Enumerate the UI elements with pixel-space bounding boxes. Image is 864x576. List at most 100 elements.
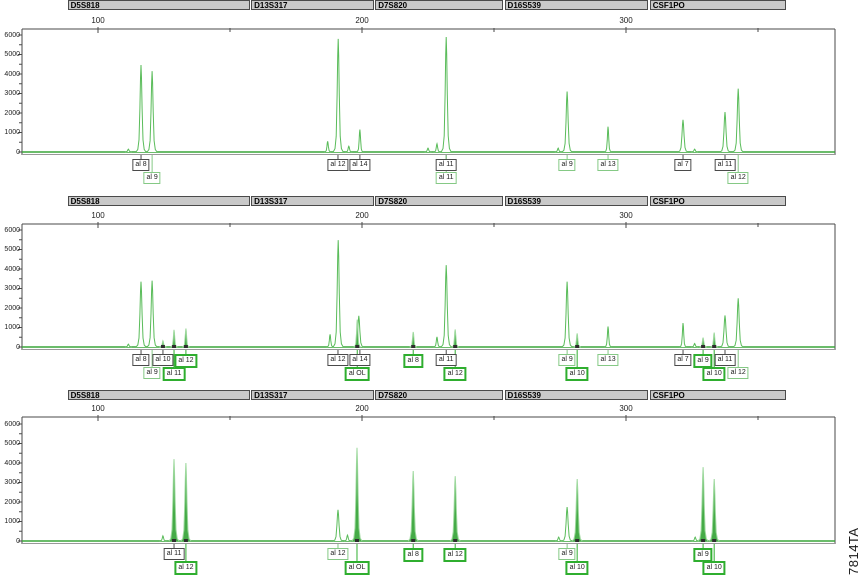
allele-label[interactable]: al 11 <box>435 159 457 171</box>
trace-peak <box>691 536 699 542</box>
y-axis-tick-label: 0 <box>16 343 20 351</box>
allele-label[interactable]: al 9 <box>558 159 576 171</box>
marker-name: D16S539 <box>507 391 541 400</box>
trace-peak <box>604 326 612 348</box>
trace-peak <box>561 281 573 348</box>
peak-base-mark <box>712 345 717 348</box>
allele-label[interactable]: al 9 <box>143 172 161 184</box>
y-axis-tick-label: 4000 <box>4 70 20 78</box>
trace-peak <box>732 88 744 153</box>
allele-label[interactable]: al 14 <box>349 354 371 366</box>
labeled-peak <box>451 329 459 348</box>
allele-label[interactable]: al 10 <box>702 367 726 381</box>
allele-label[interactable]: al 8 <box>403 548 423 562</box>
trace-peak <box>433 142 441 153</box>
y-axis-tick-label: 1000 <box>4 129 20 136</box>
allele-label[interactable]: al 7 <box>674 159 692 171</box>
labeled-peak <box>409 331 417 348</box>
labeled-peak <box>170 329 178 348</box>
y-axis-tick-label: 2000 <box>4 498 20 506</box>
peak-base-mark <box>183 539 188 542</box>
marker-header-CSF1PO: CSF1PO <box>649 196 786 206</box>
allele-label[interactable]: al OL <box>344 561 370 575</box>
peak-base-mark <box>411 539 416 542</box>
marker-name: D16S539 <box>507 1 541 10</box>
allele-label[interactable]: al 12 <box>174 354 198 368</box>
trace-peak <box>124 148 132 153</box>
trace-peak <box>677 119 689 153</box>
allele-label[interactable]: al 7 <box>674 354 692 366</box>
y-axis-tick-label: 0 <box>16 148 20 156</box>
allele-label[interactable]: al 8 <box>132 159 150 171</box>
trace-peak <box>691 342 699 348</box>
allele-label[interactable]: al 9 <box>693 354 713 368</box>
y-axis-tick-label: 6000 <box>4 31 20 39</box>
peak-base-mark <box>701 345 706 348</box>
trace-peak <box>135 281 147 348</box>
peak-base-mark <box>575 345 580 348</box>
marker-header-D5S818: D5S818 <box>67 0 250 10</box>
marker-header-D7S820: D7S820 <box>375 0 504 10</box>
allele-label[interactable]: al 8 <box>403 354 423 368</box>
x-axis-tick-label: 200 <box>355 404 369 413</box>
allele-label[interactable]: al 12 <box>327 159 349 171</box>
marker-name: D7S820 <box>378 197 408 206</box>
allele-label[interactable]: al 14 <box>349 159 371 171</box>
allele-label[interactable]: al 12 <box>443 548 467 562</box>
trace-peak <box>679 322 687 348</box>
marker-name: D16S539 <box>507 197 541 206</box>
allele-label[interactable]: al 10 <box>565 367 589 381</box>
trace-peak <box>424 147 432 153</box>
trace-peak <box>604 126 612 153</box>
peak-base-mark <box>172 345 177 348</box>
allele-label[interactable]: al 8 <box>132 354 150 366</box>
y-axis-tick-label: 1000 <box>4 324 20 331</box>
labeled-peak <box>351 447 363 542</box>
allele-label[interactable]: al 12 <box>443 367 467 381</box>
peak-base-mark <box>453 539 458 542</box>
allele-label[interactable]: al 10 <box>702 561 726 575</box>
peak-base-mark <box>355 345 360 348</box>
allele-label[interactable]: al 10 <box>565 561 589 575</box>
allele-label[interactable]: al 9 <box>558 548 576 560</box>
marker-header-D5S818: D5S818 <box>67 390 250 400</box>
labeled-peak <box>168 459 180 542</box>
allele-label[interactable]: al 11 <box>435 172 457 184</box>
allele-label[interactable]: al 9 <box>143 367 161 379</box>
trace-peak <box>146 280 158 348</box>
marker-name: D13S317 <box>254 1 288 10</box>
allele-label[interactable]: al 11 <box>162 367 186 381</box>
allele-label[interactable]: al 11 <box>163 548 185 560</box>
marker-name: D7S820 <box>378 391 408 400</box>
allele-label[interactable]: al 11 <box>714 354 736 366</box>
allele-label[interactable]: al 11 <box>714 159 736 171</box>
y-axis-tick-label: 1000 <box>4 518 20 525</box>
trace-peak <box>356 129 364 153</box>
y-axis-tick-label: 3000 <box>4 285 20 292</box>
allele-label[interactable]: al 9 <box>693 548 713 562</box>
allele-label[interactable]: al 10 <box>152 354 174 366</box>
allele-label[interactable]: al 12 <box>327 354 349 366</box>
trace-peak <box>326 334 334 348</box>
peak-base-mark <box>575 539 580 542</box>
trace-peak <box>719 315 731 348</box>
allele-label[interactable]: al OL <box>344 367 370 381</box>
allele-label[interactable]: al 12 <box>327 548 349 560</box>
allele-label[interactable]: al 12 <box>727 367 749 379</box>
labeled-peak <box>180 462 192 542</box>
allele-label[interactable]: al 12 <box>174 561 198 575</box>
allele-label[interactable]: al 11 <box>435 354 457 366</box>
allele-label[interactable]: al 13 <box>597 354 619 366</box>
trace-peak <box>440 265 452 348</box>
allele-label[interactable]: al 9 <box>558 354 576 366</box>
labeled-peak <box>710 332 718 348</box>
allele-label[interactable]: al 12 <box>727 172 749 184</box>
allele-label[interactable]: al 13 <box>597 159 619 171</box>
marker-header-CSF1PO: CSF1PO <box>649 0 786 10</box>
peak-base-mark <box>160 345 165 348</box>
trace-peak <box>146 71 158 153</box>
marker-header-D16S539: D16S539 <box>504 196 649 206</box>
trace-peak <box>343 533 352 542</box>
